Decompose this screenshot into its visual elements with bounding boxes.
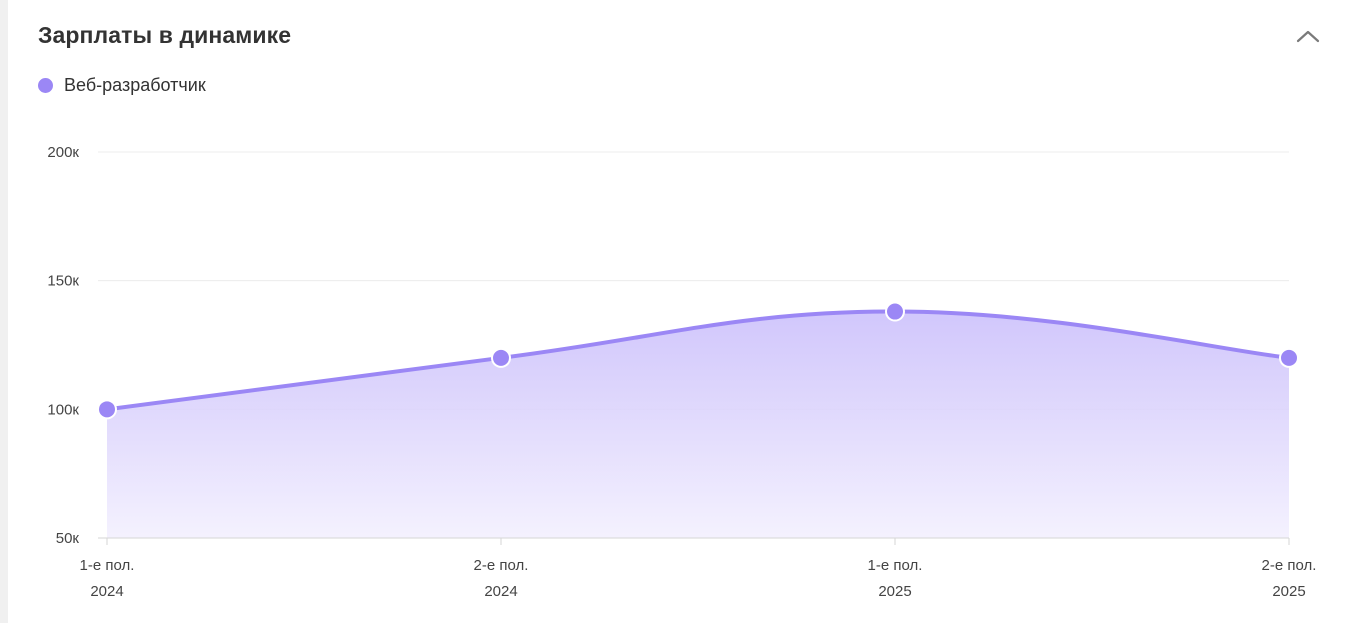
x-tick-label: 1-е пол. [868, 557, 923, 574]
legend-label: Веб-разработчик [64, 75, 206, 95]
legend-dot [38, 78, 53, 93]
y-tick-label: 150к [47, 273, 79, 290]
collapse-button[interactable] [1294, 24, 1322, 48]
x-tick-label-year: 2024 [90, 583, 123, 600]
data-point[interactable] [887, 303, 903, 320]
x-tick-label: 2-е пол. [474, 557, 529, 574]
data-point[interactable] [99, 401, 115, 418]
y-tick-label: 200к [47, 144, 79, 161]
y-tick-label: 50к [56, 530, 80, 547]
x-tick-label-year: 2024 [484, 583, 517, 600]
y-tick-label: 100к [47, 401, 79, 418]
widget-title: Зарплаты в динамике [38, 22, 292, 48]
chevron-up-icon [1296, 30, 1320, 43]
x-tick-label: 1-е пол. [80, 557, 135, 574]
series-line [105, 309, 1291, 412]
data-point[interactable] [1281, 349, 1297, 366]
x-tick-label-year: 2025 [878, 583, 911, 600]
data-point[interactable] [493, 349, 509, 366]
series-area [107, 311, 1289, 538]
chart-legend: Веб-разработчик [38, 75, 206, 96]
x-tick-label-year: 2025 [1272, 583, 1305, 600]
x-tick-label: 2-е пол. [1262, 557, 1317, 574]
